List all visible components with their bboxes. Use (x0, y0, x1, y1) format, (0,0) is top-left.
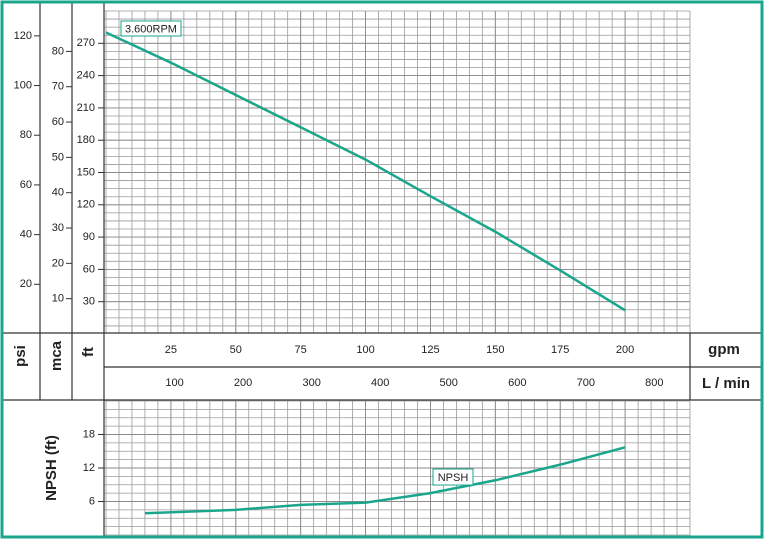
y-tick-label: 150 (77, 166, 95, 178)
y2-tick-label: 10 (52, 293, 64, 305)
y-tick-label: 240 (77, 70, 95, 82)
x-tick-label: 125 (421, 344, 439, 356)
x2-tick-label: 700 (577, 377, 595, 389)
y-tick-label: 180 (77, 134, 95, 146)
curve (105, 31, 626, 312)
y2-tick-label: 80 (52, 45, 64, 57)
x2-axis-label: L / min (702, 375, 750, 392)
y2-tick-label: 60 (52, 116, 64, 128)
x2-tick-label: 200 (234, 377, 252, 389)
npsh-axis-label: NPSH (ft) (43, 435, 60, 501)
y3-tick-label: 120 (14, 30, 32, 42)
curve-label: NPSH (438, 472, 469, 484)
x-tick-label: 175 (551, 344, 569, 356)
x2-tick-label: 600 (508, 377, 526, 389)
y2-axis-label: mca (48, 340, 65, 371)
x-axis-label: gpm (708, 341, 740, 358)
y3-tick-label: 100 (14, 79, 32, 91)
x-tick-label: 200 (616, 344, 634, 356)
curve-label: 3.600RPM (125, 23, 177, 35)
y-axis-label: ft (80, 347, 97, 357)
y2-tick-label: 40 (52, 187, 64, 199)
y-tick-label: 60 (83, 263, 95, 275)
y2-tick-label: 50 (52, 151, 64, 163)
x-tick-label: 75 (295, 344, 307, 356)
x2-tick-label: 300 (302, 377, 320, 389)
y2-tick-label: 30 (52, 222, 64, 234)
x-tick-label: 100 (356, 344, 374, 356)
y3-tick-label: 80 (20, 129, 32, 141)
y3-tick-label: 20 (20, 278, 32, 290)
y-tick-label: 120 (77, 199, 95, 211)
y-tick-label: 12 (83, 462, 95, 474)
y-tick-label: 18 (83, 428, 95, 440)
curve (144, 446, 626, 515)
y3-tick-label: 60 (20, 179, 32, 191)
y-tick-label: 270 (77, 37, 95, 49)
y-tick-label: 6 (89, 495, 95, 507)
y-tick-label: 30 (83, 296, 95, 308)
y-tick-label: 90 (83, 231, 95, 243)
x-tick-label: 50 (230, 344, 242, 356)
x2-tick-label: 800 (645, 377, 663, 389)
x2-tick-label: 500 (440, 377, 458, 389)
plot-area (104, 11, 690, 333)
curve-label-box (120, 20, 182, 37)
x-tick-label: 150 (486, 344, 504, 356)
y-tick-label: 210 (77, 102, 95, 114)
curve-label-box (432, 468, 474, 486)
x-tick-label: 25 (165, 344, 177, 356)
y3-tick-label: 40 (20, 229, 32, 241)
y3-axis-label: psi (12, 345, 29, 367)
y2-tick-label: 20 (52, 257, 64, 269)
y2-tick-label: 70 (52, 81, 64, 93)
x2-tick-label: 100 (165, 377, 183, 389)
x2-tick-label: 400 (371, 377, 389, 389)
